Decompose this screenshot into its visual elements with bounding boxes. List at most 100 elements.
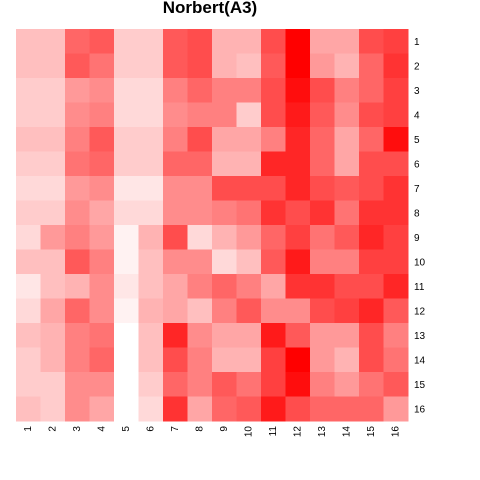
heatmap-cell-r12-c1 — [16, 298, 41, 324]
heatmap-cell-r16-c7 — [163, 396, 188, 422]
heatmap-cell-r11-c5 — [114, 274, 139, 299]
heatmap-cell-r10-c8 — [187, 249, 213, 275]
heatmap-cell-r9-c6 — [138, 225, 164, 250]
heatmap-cell-r10-c9 — [212, 249, 237, 275]
heatmap-cell-r12-c6 — [138, 298, 164, 324]
heatmap-cell-r2-c12 — [285, 53, 311, 79]
heatmap-cell-r8-c7 — [163, 200, 188, 226]
heatmap-cell-r6-c7 — [163, 151, 188, 177]
heatmap-cell-r16-c13 — [310, 396, 335, 422]
heatmap-cell-r11-c11 — [261, 274, 286, 299]
heatmap-cell-r1-c15 — [359, 29, 384, 54]
heatmap-cell-r7-c8 — [187, 176, 213, 201]
column-tick-label: 8 — [194, 426, 205, 432]
heatmap-cell-r9-c1 — [16, 225, 41, 250]
heatmap-cell-r11-c14 — [334, 274, 360, 299]
heatmap-cell-r14-c6 — [138, 347, 164, 373]
heatmap-cell-r3-c12 — [285, 78, 311, 103]
heatmap-cell-r12-c13 — [310, 298, 335, 324]
heatmap-cell-r4-c6 — [138, 102, 164, 128]
heatmap-cell-r4-c15 — [359, 102, 384, 128]
heatmap-cell-r2-c9 — [212, 53, 237, 79]
heatmap-cell-r6-c15 — [359, 151, 384, 177]
heatmap-cell-r12-c15 — [359, 298, 384, 324]
heatmap-cell-r14-c16 — [383, 347, 409, 373]
heatmap-cell-r7-c2 — [40, 176, 66, 201]
heatmap-cell-r7-c5 — [114, 176, 139, 201]
heatmap-cell-r16-c6 — [138, 396, 164, 422]
heatmap-cell-r6-c16 — [383, 151, 409, 177]
heatmap-cell-r6-c14 — [334, 151, 360, 177]
heatmap-cell-r8-c4 — [89, 200, 115, 226]
heatmap-cell-r9-c7 — [163, 225, 188, 250]
column-tick-label: 14 — [341, 426, 352, 438]
heatmap-cell-r14-c4 — [89, 347, 115, 373]
heatmap-cell-r6-c3 — [65, 151, 90, 177]
heatmap-cell-r15-c6 — [138, 372, 164, 397]
heatmap-cell-r3-c14 — [334, 78, 360, 103]
heatmap-cell-r10-c7 — [163, 249, 188, 275]
column-tick-label: 13 — [317, 426, 328, 438]
heatmap-cells — [16, 29, 409, 422]
heatmap-cell-r14-c5 — [114, 347, 139, 373]
column-tick-label: 12 — [292, 426, 303, 438]
heatmap-cell-r15-c15 — [359, 372, 384, 397]
heatmap-cell-r6-c9 — [212, 151, 237, 177]
heatmap-cell-r16-c12 — [285, 396, 311, 422]
heatmap-cell-r14-c13 — [310, 347, 335, 373]
heatmap-cell-r5-c14 — [334, 127, 360, 152]
row-tick-label: 5 — [414, 135, 420, 146]
heatmap-cell-r4-c5 — [114, 102, 139, 128]
heatmap-cell-r6-c5 — [114, 151, 139, 177]
heatmap-cell-r5-c2 — [40, 127, 66, 152]
heatmap-cell-r4-c7 — [163, 102, 188, 128]
heatmap-cell-r4-c9 — [212, 102, 237, 128]
heatmap-cell-r5-c4 — [89, 127, 115, 152]
heatmap-cell-r14-c14 — [334, 347, 360, 373]
heatmap-cell-r13-c10 — [236, 323, 262, 348]
heatmap-cell-r1-c13 — [310, 29, 335, 54]
heatmap-cell-r4-c10 — [236, 102, 262, 128]
column-tick-label: 15 — [366, 426, 377, 438]
heatmap-cell-r14-c9 — [212, 347, 237, 373]
heatmap-cell-r16-c2 — [40, 396, 66, 422]
heatmap-cell-r3-c1 — [16, 78, 41, 103]
heatmap-cell-r14-c15 — [359, 347, 384, 373]
row-tick-label: 7 — [414, 184, 420, 195]
heatmap-cell-r2-c1 — [16, 53, 41, 79]
heatmap-cell-r8-c9 — [212, 200, 237, 226]
heatmap-cell-r11-c12 — [285, 274, 311, 299]
heatmap-cell-r13-c16 — [383, 323, 409, 348]
heatmap-cell-r15-c13 — [310, 372, 335, 397]
heatmap-cell-r1-c7 — [163, 29, 188, 54]
heatmap-cell-r5-c12 — [285, 127, 311, 152]
heatmap-cell-r6-c8 — [187, 151, 213, 177]
column-tick-label: 6 — [145, 426, 156, 432]
heatmap-cell-r6-c11 — [261, 151, 286, 177]
heatmap-cell-r7-c4 — [89, 176, 115, 201]
heatmap-cell-r12-c16 — [383, 298, 409, 324]
heatmap-cell-r13-c5 — [114, 323, 139, 348]
heatmap-cell-r8-c11 — [261, 200, 286, 226]
heatmap-cell-r10-c4 — [89, 249, 115, 275]
heatmap-cell-r8-c5 — [114, 200, 139, 226]
heatmap-cell-r6-c12 — [285, 151, 311, 177]
heatmap-cell-r7-c3 — [65, 176, 90, 201]
heatmap-cell-r4-c13 — [310, 102, 335, 128]
heatmap-cell-r5-c9 — [212, 127, 237, 152]
heatmap-cell-r13-c12 — [285, 323, 311, 348]
heatmap-cell-r10-c3 — [65, 249, 90, 275]
row-tick-label: 9 — [414, 233, 420, 244]
heatmap-cell-r2-c10 — [236, 53, 262, 79]
heatmap-cell-r9-c2 — [40, 225, 66, 250]
heatmap-cell-r7-c16 — [383, 176, 409, 201]
row-tick-label: 4 — [414, 110, 420, 121]
heatmap-cell-r13-c9 — [212, 323, 237, 348]
heatmap-cell-r11-c15 — [359, 274, 384, 299]
heatmap-cell-r4-c2 — [40, 102, 66, 128]
heatmap-cell-r1-c11 — [261, 29, 286, 54]
heatmap-cell-r9-c3 — [65, 225, 90, 250]
heatmap-cell-r10-c14 — [334, 249, 360, 275]
row-tick-label: 3 — [414, 86, 420, 97]
heatmap-cell-r2-c5 — [114, 53, 139, 79]
